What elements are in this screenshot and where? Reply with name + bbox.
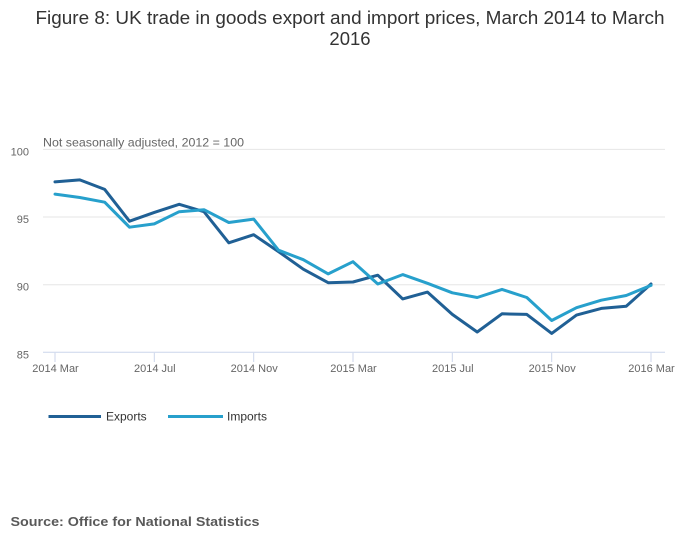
svg-text:85: 85: [17, 349, 29, 361]
svg-text:2014 Jul: 2014 Jul: [134, 363, 176, 375]
svg-text:Not seasonally adjusted, 2012: Not seasonally adjusted, 2012 = 100: [43, 136, 244, 150]
svg-text:95: 95: [17, 214, 29, 226]
svg-text:90: 90: [17, 282, 29, 294]
svg-text:Source: Office for National St: Source: Office for National Statistics: [11, 514, 260, 529]
svg-text:2015 Jul: 2015 Jul: [432, 363, 474, 375]
svg-text:2014 Mar: 2014 Mar: [32, 363, 79, 375]
svg-text:2015 Mar: 2015 Mar: [330, 363, 377, 375]
svg-text:Figure 8: UK trade in goods ex: Figure 8: UK trade in goods export and i…: [36, 7, 665, 28]
svg-text:2014 Nov: 2014 Nov: [231, 363, 279, 375]
svg-text:2015 Nov: 2015 Nov: [529, 363, 577, 375]
svg-text:Imports: Imports: [227, 410, 267, 424]
svg-text:Exports: Exports: [106, 410, 147, 424]
svg-text:2016 Mar: 2016 Mar: [628, 363, 675, 375]
svg-text:2016: 2016: [329, 28, 370, 49]
svg-text:100: 100: [11, 146, 29, 158]
